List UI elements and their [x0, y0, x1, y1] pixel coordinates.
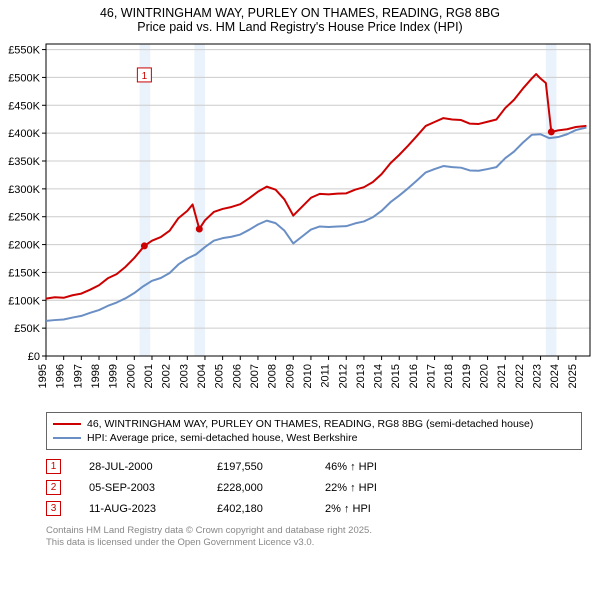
legend-label: 46, WINTRINGHAM WAY, PURLEY ON THAMES, R…: [87, 418, 533, 430]
svg-text:1996: 1996: [55, 364, 67, 388]
svg-text:2006: 2006: [231, 364, 243, 388]
title-line-1: 46, WINTRINGHAM WAY, PURLEY ON THAMES, R…: [8, 6, 592, 20]
transaction-table: 1 28-JUL-2000 £197,550 46% ↑ HPI 2 05-SEP-200…: [46, 456, 582, 519]
svg-text:2004: 2004: [196, 364, 208, 388]
transaction-price: £402,180: [217, 503, 297, 515]
svg-text:£200K: £200K: [8, 240, 40, 252]
svg-text:£100K: £100K: [8, 295, 40, 307]
transaction-delta: 46% ↑ HPI: [325, 461, 435, 473]
svg-text:£500K: £500K: [8, 72, 40, 84]
transaction-delta: 22% ↑ HPI: [325, 482, 435, 494]
svg-text:2019: 2019: [461, 364, 473, 388]
svg-text:1: 1: [142, 71, 148, 82]
footer-line-2: This data is licensed under the Open Gov…: [46, 537, 582, 549]
footer-note: Contains HM Land Registry data © Crown c…: [46, 525, 582, 550]
svg-text:£350K: £350K: [8, 156, 40, 168]
legend-label: HPI: Average price, semi-detached house,…: [87, 432, 357, 444]
transaction-date: 05-SEP-2003: [89, 482, 189, 494]
transaction-delta: 2% ↑ HPI: [325, 503, 435, 515]
transaction-row: 3 11-AUG-2023 £402,180 2% ↑ HPI: [46, 498, 582, 519]
transaction-date: 11-AUG-2023: [89, 503, 189, 515]
svg-text:2000: 2000: [125, 364, 137, 388]
legend-box: 46, WINTRINGHAM WAY, PURLEY ON THAMES, R…: [46, 412, 582, 450]
svg-text:2017: 2017: [426, 364, 438, 388]
chart-area: £0 £50K £100K £150K £200K £250K £300K £350K £400…: [0, 36, 600, 406]
svg-text:2022: 2022: [514, 364, 526, 388]
legend-swatch: [53, 437, 81, 439]
svg-text:£300K: £300K: [8, 184, 40, 196]
svg-text:£450K: £450K: [8, 100, 40, 112]
svg-text:2011: 2011: [320, 364, 332, 388]
svg-text:£150K: £150K: [8, 267, 40, 279]
svg-text:2003: 2003: [178, 364, 190, 388]
chart-container: 46, WINTRINGHAM WAY, PURLEY ON THAMES, R…: [0, 0, 600, 590]
svg-text:2010: 2010: [302, 364, 314, 388]
svg-text:2020: 2020: [479, 364, 491, 388]
svg-text:2009: 2009: [284, 364, 296, 388]
svg-text:£250K: £250K: [8, 212, 40, 224]
svg-text:2018: 2018: [443, 364, 455, 388]
transaction-row: 2 05-SEP-2003 £228,000 22% ↑ HPI: [46, 477, 582, 498]
legend-row: HPI: Average price, semi-detached house,…: [53, 431, 575, 445]
svg-text:2013: 2013: [355, 364, 367, 388]
legend-swatch: [53, 423, 81, 425]
svg-text:£550K: £550K: [8, 45, 40, 57]
svg-text:1997: 1997: [72, 364, 84, 388]
footer-line-1: Contains HM Land Registry data © Crown c…: [46, 525, 582, 537]
svg-text:2023: 2023: [532, 364, 544, 388]
title-line-2: Price paid vs. HM Land Registry's House …: [8, 20, 592, 34]
svg-text:2015: 2015: [390, 364, 402, 388]
transaction-row: 1 28-JUL-2000 £197,550 46% ↑ HPI: [46, 456, 582, 477]
svg-text:£400K: £400K: [8, 128, 40, 140]
transaction-date: 28-JUL-2000: [89, 461, 189, 473]
svg-text:2024: 2024: [549, 364, 561, 388]
transaction-marker: 2: [46, 480, 61, 495]
svg-text:1995: 1995: [37, 364, 49, 388]
svg-text:£50K: £50K: [14, 323, 40, 335]
svg-text:2002: 2002: [161, 364, 173, 388]
transaction-price: £228,000: [217, 482, 297, 494]
svg-text:1999: 1999: [108, 364, 120, 388]
legend-row: 46, WINTRINGHAM WAY, PURLEY ON THAMES, R…: [53, 417, 575, 431]
svg-text:2021: 2021: [496, 364, 508, 388]
chart-svg: £0 £50K £100K £150K £200K £250K £300K £350K £400…: [0, 36, 600, 406]
svg-text:£0: £0: [28, 351, 40, 363]
svg-text:2005: 2005: [214, 364, 226, 388]
title-block: 46, WINTRINGHAM WAY, PURLEY ON THAMES, R…: [0, 0, 600, 36]
svg-text:1998: 1998: [90, 364, 102, 388]
transaction-price: £197,550: [217, 461, 297, 473]
svg-text:2025: 2025: [567, 364, 579, 388]
svg-text:2016: 2016: [408, 364, 420, 388]
transaction-marker: 1: [46, 459, 61, 474]
transaction-marker: 3: [46, 501, 61, 516]
svg-text:2008: 2008: [267, 364, 279, 388]
svg-text:2001: 2001: [143, 364, 155, 388]
svg-text:2012: 2012: [337, 364, 349, 388]
svg-text:2014: 2014: [373, 364, 385, 388]
svg-text:2007: 2007: [249, 364, 261, 388]
